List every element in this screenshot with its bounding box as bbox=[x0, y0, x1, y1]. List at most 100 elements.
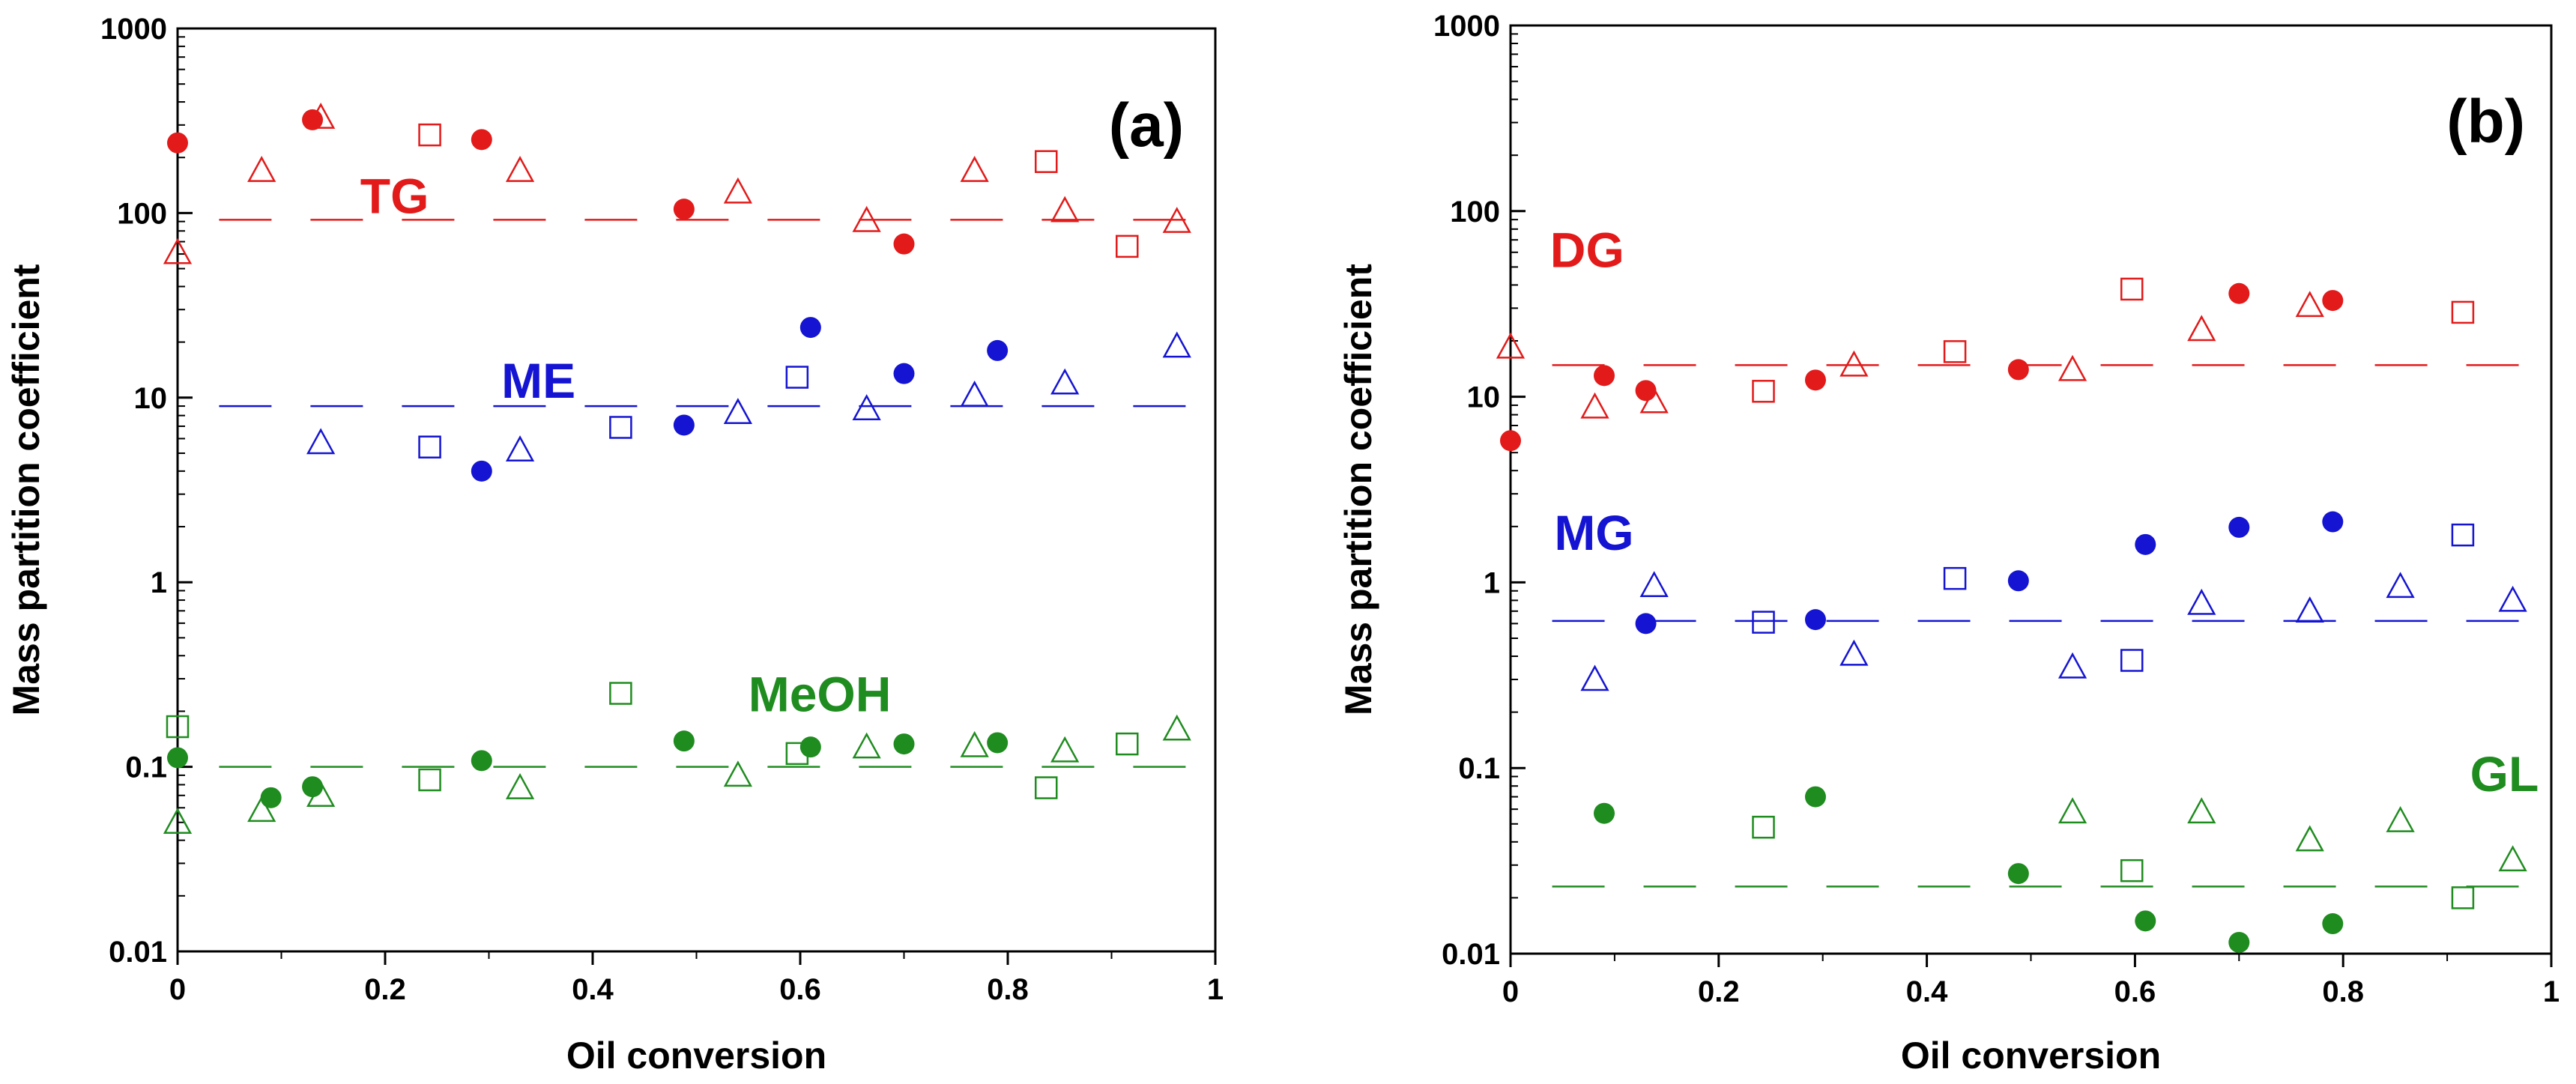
panel-b-gl-circle-point bbox=[1594, 802, 1615, 824]
panel-b-dg-square-point bbox=[2451, 300, 2475, 324]
panel-a-meoh-triangle-point bbox=[505, 772, 535, 799]
panel-b-y-axis-label: Mass partition coefficient bbox=[1337, 264, 1379, 715]
panel-a-meoh-series: MeOH bbox=[163, 666, 1206, 835]
panel-a-me-triangle-point bbox=[1050, 368, 1080, 395]
panel-a-meoh-square-point bbox=[418, 768, 441, 792]
panel-a-me-series: ME bbox=[219, 317, 1206, 482]
panel-a-me-circle-point bbox=[987, 339, 1009, 361]
panel-a-tg-label: TG bbox=[360, 168, 429, 223]
panel-b-mg-series: MG bbox=[1552, 505, 2542, 691]
panel-b-y-tick-label: 1000 bbox=[1433, 10, 1500, 43]
panel-b-dg-circle-point bbox=[2322, 290, 2344, 312]
panel-b-gl-triangle-point bbox=[2058, 797, 2087, 824]
panel-a-me-circle-point bbox=[799, 317, 821, 339]
panel-a-tg-square-point bbox=[1034, 150, 1058, 173]
panel-a-me-label: ME bbox=[501, 353, 575, 408]
panel-b-mg-triangle-point bbox=[1839, 639, 1869, 666]
panel-b-panel-label: (b) bbox=[2446, 88, 2525, 156]
panel-b-mg-triangle-point bbox=[1580, 664, 1609, 691]
panel-a-me-triangle-point bbox=[852, 394, 881, 420]
panel-b-mg-circle-point bbox=[2007, 570, 2029, 592]
panel-a-meoh-circle-point bbox=[799, 736, 821, 758]
panel-b-mg-triangle-point bbox=[2058, 652, 2087, 679]
panel-a-me-square-point bbox=[785, 366, 809, 389]
panel-b-gl-label: GL bbox=[2470, 746, 2539, 802]
panel-a-meoh-square-point bbox=[1116, 732, 1139, 756]
panel-b-plot-frame bbox=[1509, 24, 2553, 955]
panel-b-dg-circle-point bbox=[1500, 430, 1521, 452]
panel-a-me-triangle-point bbox=[960, 381, 989, 407]
panel-b-mg-circle-point bbox=[1635, 613, 1657, 635]
panel-a-tg-circle-point bbox=[302, 109, 324, 130]
panel-a-y-tick-label: 1000 bbox=[100, 13, 167, 46]
panel-b-y-tick-label: 1 bbox=[1484, 566, 1500, 599]
panel-b-mg-circle-point bbox=[2228, 516, 2250, 538]
panel-b-x-tick-label: 0 bbox=[1502, 975, 1519, 1008]
panel-a-meoh-square-point bbox=[1034, 776, 1058, 799]
panel-a-tg-circle-point bbox=[167, 132, 188, 154]
panel-b-x-tick-label: 0.8 bbox=[2322, 975, 2364, 1008]
panel-a-meoh-triangle-point bbox=[723, 760, 753, 787]
panel-a-tg-triangle-point bbox=[1050, 196, 1080, 222]
panel-a-me-circle-point bbox=[471, 460, 492, 482]
panel-b-dg-label: DG bbox=[1550, 222, 1624, 277]
panel-a-meoh-triangle-point bbox=[163, 808, 193, 835]
panel-a-plot-frame bbox=[176, 27, 1217, 953]
panel-a-x-tick-label: 0 bbox=[169, 973, 186, 1006]
panel-a-meoh-square-point bbox=[609, 682, 632, 705]
panel-b-x-tick-label: 0.2 bbox=[1698, 975, 1740, 1008]
panel-a-me-square-point bbox=[418, 435, 441, 458]
panel-a-y-tick-label: 0.01 bbox=[109, 936, 167, 969]
panel-b-gl-triangle-point bbox=[2498, 845, 2527, 872]
panel-b-gl-triangle-point bbox=[2187, 797, 2216, 824]
panel-b-gl-square-point bbox=[2451, 886, 2475, 909]
panel-b-dg-series: DG bbox=[1496, 222, 2542, 452]
panel-b: 0.01 0.1 1 10 100 1000 0 0.2 0.4 0.6 0.8 1 Oil conve… bbox=[1337, 10, 2560, 1077]
panel-a-tg-triangle-point bbox=[723, 177, 753, 204]
panel-b-y-tick-label: 10 bbox=[1467, 381, 1501, 414]
panel-b-gl-series: GL bbox=[1552, 746, 2542, 953]
panel-a-y-tick-label: 1 bbox=[151, 566, 167, 599]
panel-b-y-tick-label: 100 bbox=[1450, 196, 1500, 228]
panel-b-gl-triangle-point bbox=[2295, 825, 2324, 852]
panel-b-dg-square-point bbox=[1752, 380, 1775, 403]
panel-a-tg-circle-point bbox=[471, 129, 492, 151]
panel-a-tg-circle-point bbox=[893, 233, 915, 255]
panel-b-dg-square-point bbox=[1943, 340, 1967, 363]
panel-a-tg-triangle-point bbox=[1162, 207, 1191, 233]
panel-b-x-tick-label: 0.4 bbox=[1906, 975, 1948, 1008]
panel-b-mg-square-point bbox=[2451, 523, 2475, 547]
panel-b-dg-circle-point bbox=[1804, 369, 1826, 391]
panel-a-meoh-triangle-point bbox=[960, 730, 989, 757]
panel-b-gl-circle-point bbox=[2228, 931, 2250, 953]
panel-a-meoh-circle-point bbox=[167, 747, 188, 769]
panel-b-dg-triangle-point bbox=[2295, 291, 2324, 318]
panel-a-meoh-square-point bbox=[166, 715, 190, 739]
panel-b-gl-square-point bbox=[1752, 815, 1775, 839]
panel-b-dg-square-point bbox=[2120, 277, 2144, 301]
panel-a-meoh-circle-point bbox=[471, 750, 492, 772]
panel-a-tg-triangle-point bbox=[163, 237, 193, 264]
panel-a: 0.01 0.1 1 10 100 1000 0 0.2 0.4 0.6 0.8 1 Oil conve… bbox=[5, 13, 1224, 1077]
panel-a-tg-triangle-point bbox=[505, 156, 535, 182]
panel-a-panel-label: (a) bbox=[1109, 91, 1184, 160]
panel-b-dg-circle-point bbox=[2007, 359, 2029, 381]
panel-a-meoh-triangle-point bbox=[1162, 714, 1191, 741]
panel-b-gl-circle-point bbox=[2135, 910, 2156, 932]
panel-b-x-tick-label: 0.6 bbox=[2114, 975, 2156, 1008]
panel-a-tg-triangle-point bbox=[960, 156, 989, 182]
panel-b-mg-triangle-point bbox=[2295, 596, 2324, 623]
panel-a-x-tick-label: 0.2 bbox=[364, 973, 406, 1006]
panel-a-me-circle-point bbox=[893, 363, 915, 384]
panel-b-dg-triangle-point bbox=[1839, 350, 1869, 377]
panel-a-tg-triangle-point bbox=[852, 205, 881, 232]
panel-b-gl-square-point bbox=[2120, 859, 2144, 882]
panel-a-y-tick-label: 10 bbox=[134, 382, 168, 415]
panel-b-dg-circle-point bbox=[2228, 282, 2250, 304]
panel-a-me-triangle-point bbox=[306, 428, 336, 455]
panel-a-y-axis-label: Mass partition coefficient bbox=[5, 264, 47, 715]
panel-b-x-tick-label: 1 bbox=[2543, 975, 2560, 1008]
panel-a-x-tick-label: 1 bbox=[1207, 973, 1224, 1006]
panel-b-mg-triangle-point bbox=[2498, 585, 2527, 612]
